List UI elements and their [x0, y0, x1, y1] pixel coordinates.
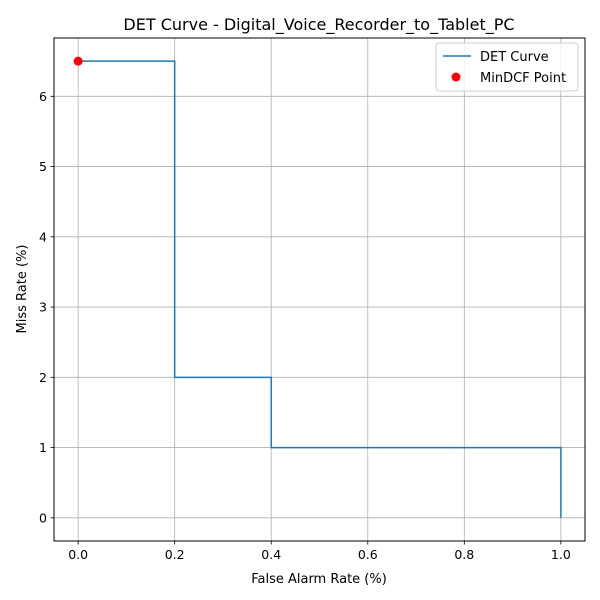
x-tick-label: 0.0 — [68, 547, 88, 562]
plot-frame — [53, 37, 586, 542]
x-tick-label: 0.2 — [165, 547, 185, 562]
x-tick-label: 0.4 — [261, 547, 281, 562]
y-tick-label: 1 — [39, 440, 47, 455]
x-axis-title: False Alarm Rate (%) — [251, 572, 387, 587]
det-curve-line — [78, 60, 562, 518]
legend-box — [435, 42, 579, 92]
y-tick-label: 6 — [39, 89, 47, 104]
mindcf-point — [73, 56, 83, 66]
plot-data — [73, 56, 562, 518]
y-axis-title: Miss Rate (%) — [15, 245, 30, 334]
y-tick-label: 3 — [39, 300, 47, 315]
chart-title: DET Curve - Digital_Voice_Recorder_to_Ta… — [123, 15, 514, 35]
legend-label-mindcf-point: MinDCF Point — [480, 71, 566, 86]
legend-label-det-curve: DET Curve — [480, 50, 549, 65]
axis-ticks: 0.0 0.2 0.4 0.6 0.8 1.0 0 1 2 3 4 5 6 — [39, 89, 571, 562]
y-tick-label: 4 — [39, 229, 47, 244]
y-tick-label: 5 — [39, 159, 47, 174]
legend: DET Curve MinDCF Point — [435, 42, 579, 92]
y-tick-label: 0 — [39, 510, 47, 525]
legend-marker-swatch — [451, 72, 461, 82]
x-tick-label: 1.0 — [551, 547, 571, 562]
y-tick-label: 2 — [39, 370, 47, 385]
x-tick-label: 0.8 — [454, 547, 474, 562]
x-tick-label: 0.6 — [358, 547, 378, 562]
